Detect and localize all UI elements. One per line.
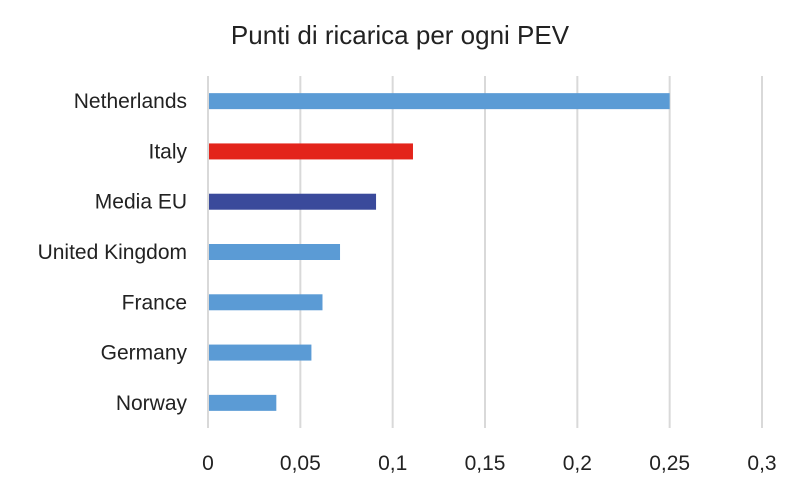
x-tick-label: 0 <box>202 452 214 475</box>
x-tick-label: 0,3 <box>747 452 776 475</box>
bar-italy <box>209 143 413 160</box>
category-label: Italy <box>148 140 187 163</box>
x-tick-label: 0,2 <box>563 452 592 475</box>
x-tick-label: 0,25 <box>649 452 690 475</box>
x-tick-label: 0,1 <box>378 452 407 475</box>
category-label: Norway <box>116 392 188 415</box>
bar-united-kingdom <box>209 244 341 260</box>
bar-france <box>209 294 323 311</box>
bar-germany <box>209 344 312 361</box>
category-label: United Kingdom <box>38 241 187 264</box>
x-tick-label: 0,05 <box>280 452 321 475</box>
category-label: Germany <box>101 342 188 365</box>
bar-media-eu <box>209 193 377 210</box>
x-tick-label: 0,15 <box>465 452 506 475</box>
bar-norway <box>209 394 277 411</box>
category-label: Netherlands <box>74 90 187 113</box>
chart-title: Punti di ricarica per ogni PEV <box>231 20 570 50</box>
category-label: Media EU <box>95 191 187 214</box>
category-label: France <box>122 291 187 314</box>
bar-netherlands <box>209 93 670 110</box>
